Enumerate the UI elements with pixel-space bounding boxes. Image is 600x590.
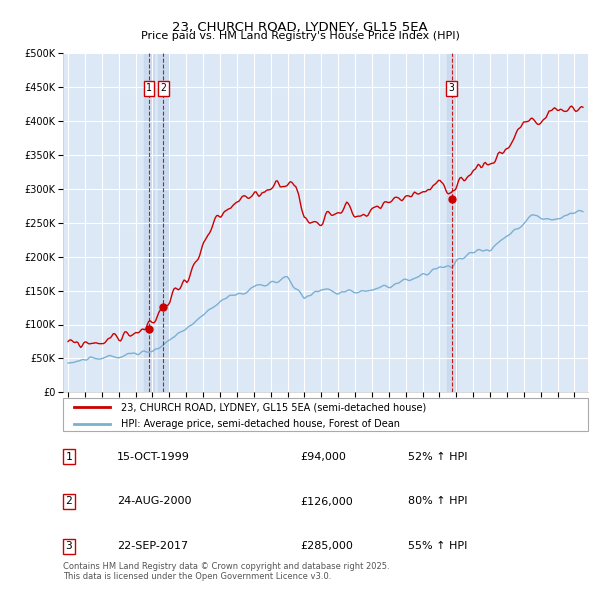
Text: 3: 3 xyxy=(65,542,73,551)
Text: Contains HM Land Registry data © Crown copyright and database right 2025.
This d: Contains HM Land Registry data © Crown c… xyxy=(63,562,389,581)
Text: 22-SEP-2017: 22-SEP-2017 xyxy=(117,542,188,551)
Text: 24-AUG-2000: 24-AUG-2000 xyxy=(117,497,191,506)
Text: 23, CHURCH ROAD, LYDNEY, GL15 5EA (semi-detached house): 23, CHURCH ROAD, LYDNEY, GL15 5EA (semi-… xyxy=(121,402,426,412)
Text: £94,000: £94,000 xyxy=(300,452,346,461)
Text: 2: 2 xyxy=(65,497,73,506)
Text: 1: 1 xyxy=(65,452,73,461)
Text: HPI: Average price, semi-detached house, Forest of Dean: HPI: Average price, semi-detached house,… xyxy=(121,418,400,428)
Text: 15-OCT-1999: 15-OCT-1999 xyxy=(117,452,190,461)
Text: 1: 1 xyxy=(146,83,152,93)
Text: 55% ↑ HPI: 55% ↑ HPI xyxy=(408,542,467,551)
FancyBboxPatch shape xyxy=(63,398,588,431)
Bar xyxy=(144,53,154,392)
Text: 23, CHURCH ROAD, LYDNEY, GL15 5EA: 23, CHURCH ROAD, LYDNEY, GL15 5EA xyxy=(172,21,428,34)
Text: 80% ↑ HPI: 80% ↑ HPI xyxy=(408,497,467,506)
Bar xyxy=(447,53,457,392)
Text: £285,000: £285,000 xyxy=(300,542,353,551)
Bar xyxy=(158,53,169,392)
Text: 52% ↑ HPI: 52% ↑ HPI xyxy=(408,452,467,461)
Text: 2: 2 xyxy=(161,83,166,93)
Text: Price paid vs. HM Land Registry's House Price Index (HPI): Price paid vs. HM Land Registry's House … xyxy=(140,31,460,41)
Text: 3: 3 xyxy=(449,83,455,93)
Text: £126,000: £126,000 xyxy=(300,497,353,506)
